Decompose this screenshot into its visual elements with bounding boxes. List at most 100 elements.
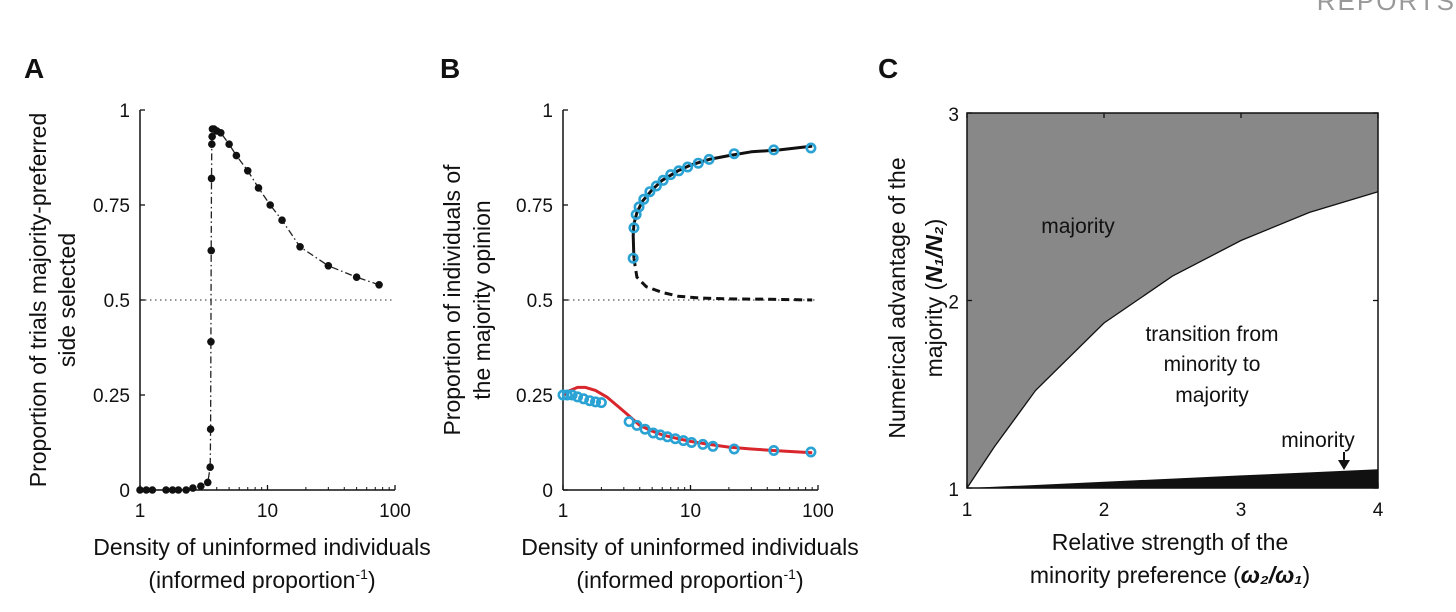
panel-a-data-point (296, 243, 304, 251)
panel-b-label: B (440, 53, 460, 84)
minority-region (967, 469, 1378, 488)
panel-b-simulation-point (572, 391, 584, 403)
panel-b-simulation-point (707, 440, 719, 452)
panel-a-axes (139, 110, 395, 491)
panel-a-xlabel-line2: (informed proportion-1) (148, 566, 375, 593)
panel-c-xlabel-line1: Relative strength of the (1052, 529, 1289, 555)
panel-a-data-point (207, 174, 216, 183)
panel-c-xlabel-line2: minority preference (ω₂/ω₁) (1030, 562, 1310, 588)
panel-b-simulation-point (657, 174, 669, 186)
a-xtick-label: 100 (379, 501, 411, 522)
panel-b-simulation-point (638, 193, 650, 205)
panel-a-data-point (352, 273, 361, 282)
c-xtick-label: 4 (1373, 500, 1384, 521)
panel-b-simulation-point (728, 443, 740, 455)
panel-a-data-point (162, 486, 170, 494)
panel-b-xlabel-end: ) (796, 567, 804, 593)
panel-b-xlabel-sup: -1 (783, 566, 796, 582)
panel-a-data-point (375, 281, 383, 289)
panel-a-data-point (168, 486, 177, 494)
a-ytick-label: 0.5 (104, 291, 130, 312)
panel-b-simulation-point (578, 393, 590, 405)
b-ytick-label: 0.75 (516, 196, 553, 217)
panel-b-simulation-point (805, 142, 817, 154)
panel-c-xlabel-line2-text: minority preference ( (1030, 562, 1241, 588)
a-ytick-label: 1 (119, 101, 130, 122)
panel-b-simulation-point (692, 157, 704, 169)
c-xtick-label: 3 (1236, 500, 1247, 521)
panel-a-xlabel-line1: Density of uninformed individuals (93, 534, 431, 560)
panel-b-simulation-point (584, 395, 596, 407)
panel-c-xlabel-math: ω₂/ω₁ (1241, 562, 1303, 588)
panel-a-data-point (243, 167, 252, 175)
panel-b-simulation-point (728, 148, 740, 160)
panel-b-ylabel-line1: Proportion of individuals of (439, 164, 465, 436)
panel-b-simulation-point (561, 389, 573, 401)
panel-a-data-point (206, 425, 215, 434)
region-label-transition-line2: minority to (1164, 353, 1261, 376)
corner-heading: REPORTS (1317, 0, 1456, 16)
panel-a-ylabel-line2: side selected (54, 233, 80, 367)
panel-b-simulation-point (595, 397, 607, 409)
a-xtick-label: 1 (135, 501, 146, 522)
panel-b-simulation-point (703, 153, 715, 165)
panel-b-xlabel-line1: Density of uninformed individuals (521, 534, 859, 560)
panel-b-simulation-point (644, 186, 656, 198)
panel-b-curve-1 (632, 257, 813, 302)
majority-boundary-line (966, 191, 1379, 489)
panel-a-xlabel-sup: -1 (355, 566, 368, 582)
panel-a-data-point (208, 140, 216, 148)
panel-a-data-point (207, 246, 216, 255)
region-label-majority: majority (1041, 215, 1115, 238)
region-label-transition-line1: transition from (1145, 323, 1278, 346)
panel-a-data-point (174, 486, 183, 494)
a-ytick-label: 0.25 (93, 386, 130, 407)
c-ytick-label: 2 (948, 293, 959, 314)
c-xtick-label: 1 (962, 500, 973, 521)
panel-b-simulation-point (650, 180, 662, 192)
panel-b-simulation-point (768, 144, 780, 156)
panel-b-curve-0 (631, 144, 813, 259)
panel-a-data-point (225, 140, 233, 148)
panel-c-ylabel-math: N₁/N₂ (921, 226, 947, 283)
panel-c-ylabel-end: ) (921, 219, 947, 227)
panel-b-simulation-point (686, 436, 698, 448)
panel-c-xlabel-end: ) (1302, 562, 1310, 588)
panel-a-data-point (324, 262, 333, 270)
minority-arrow (1338, 452, 1350, 470)
b-xtick-label: 100 (802, 501, 834, 522)
panel-b-ylabel-line2: the majority opinion (469, 200, 495, 399)
panel-a-data-point (142, 486, 151, 494)
panel-a-data-point (206, 463, 214, 472)
panel-a-data-point (136, 486, 144, 494)
b-ytick-label: 0.25 (516, 386, 553, 407)
panel-b-simulation-point (633, 201, 645, 213)
panel-a-data-point (278, 216, 286, 224)
panel-b-simulation-point (627, 252, 639, 264)
panel-b-simulation-point (673, 165, 685, 177)
transition-region (967, 191, 1378, 489)
panel-a-label: A (24, 53, 44, 84)
region-label-transition-line3: majority (1175, 384, 1249, 407)
panel-a-ylabel-line1: Proportion of trials majority-preferred (25, 113, 51, 488)
panel-b-curve-2 (562, 385, 813, 455)
b-ytick-label: 0 (542, 481, 553, 502)
panel-a-data-point (148, 486, 157, 494)
b-xtick-label: 10 (680, 501, 701, 522)
panel-c-ylabel-line2-text: majority ( (921, 282, 947, 377)
panel-a-xlabel-end: ) (368, 567, 376, 593)
panel-a-data-point (207, 338, 215, 346)
panel-b-simulation-point (682, 161, 694, 173)
c-ytick-label: 3 (948, 105, 959, 126)
panel-b-axes (562, 110, 818, 491)
panel-a-data-point (189, 484, 197, 492)
a-xtick-label: 10 (257, 501, 278, 522)
panel-a-series-line (140, 128, 380, 491)
panel-a-data-point (182, 486, 190, 494)
c-xtick-label: 2 (1099, 500, 1110, 521)
panel-b-xlabel-line2-text: (informed proportion (576, 567, 783, 593)
panel-b-simulation-point (628, 222, 640, 234)
panel-a-data-point (197, 482, 205, 491)
panel-b-simulation-point (697, 438, 709, 450)
